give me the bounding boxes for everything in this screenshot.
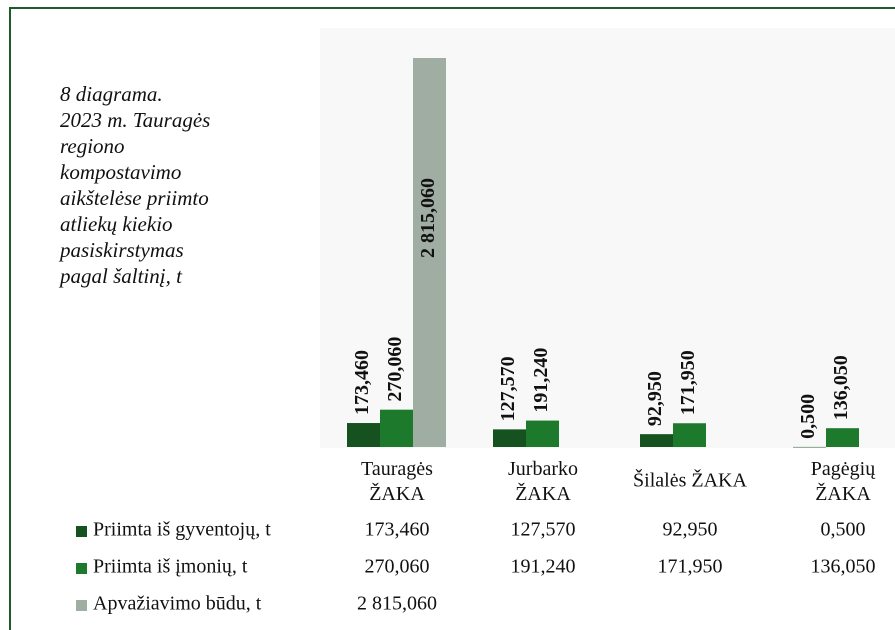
legend-label: Priimta iš gyventojų, t: [93, 519, 271, 541]
value-label: 92,950: [644, 371, 666, 426]
legend-swatch: [76, 526, 87, 537]
legend-label: Priimta iš įmonių, t: [93, 556, 248, 578]
value-label: 173,460: [351, 350, 373, 415]
value-label: 270,060: [384, 337, 406, 402]
chart-title: pasiskirstymas: [58, 238, 184, 262]
bar: [826, 428, 859, 447]
x-tick-label: Tauragės ŽAKA: [361, 458, 433, 505]
legend-swatch: [76, 600, 87, 611]
chart-title: atliekų kiekio: [60, 212, 173, 236]
chart-title: 8 diagrama.: [60, 82, 163, 106]
plot-background: [320, 28, 895, 448]
table-cell: 136,050: [811, 556, 876, 578]
x-tick-label: Šilalės ŽAKA: [633, 468, 747, 492]
table-cell: 171,950: [658, 556, 723, 578]
bar: [793, 446, 826, 448]
bar: [673, 423, 706, 447]
legend-label: Apvažiavimo būdu, t: [93, 593, 262, 615]
bar: [413, 58, 446, 447]
value-label: 0,500: [797, 394, 819, 439]
table-cell: 0,500: [821, 519, 866, 541]
chart-title: aikštelėse priimto: [60, 186, 209, 210]
chart-title: pagal šaltinį, t: [58, 264, 183, 288]
x-tick-label: Pagėgių ŽAKA: [811, 458, 876, 505]
value-label: 127,570: [497, 356, 519, 421]
value-label: 2 815,060: [417, 178, 439, 258]
chart-title: regiono: [60, 134, 125, 158]
table-cell: 2 815,060: [357, 593, 437, 615]
table-cell: 92,950: [663, 519, 718, 541]
frame: [9, 7, 895, 630]
table-cell: 127,570: [511, 519, 576, 541]
x-tick-label: Jurbarko ŽAKA: [508, 458, 578, 505]
chart-title: 2023 m. Tauragės: [60, 108, 210, 132]
chart-title: kompostavimo: [60, 160, 181, 184]
bar: [493, 429, 526, 447]
bar: [347, 423, 380, 447]
table-cell: 191,240: [511, 556, 576, 578]
legend-swatch: [76, 563, 87, 574]
bar: [526, 420, 559, 447]
value-label: 171,950: [677, 350, 699, 415]
table-cell: 173,460: [365, 519, 430, 541]
value-label: 191,240: [530, 348, 552, 413]
bar: [640, 434, 673, 447]
value-label: 136,050: [830, 355, 852, 420]
table-cell: 270,060: [365, 556, 430, 578]
bar: [380, 409, 413, 447]
